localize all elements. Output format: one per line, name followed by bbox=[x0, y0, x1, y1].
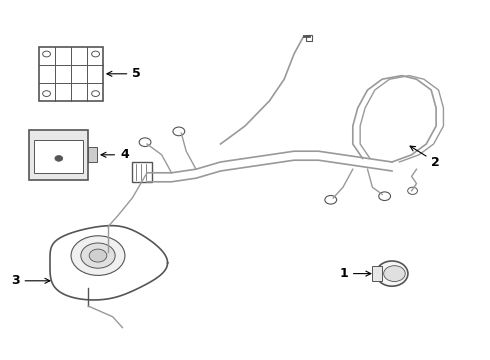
Bar bbox=[34, 140, 83, 173]
Circle shape bbox=[379, 192, 391, 201]
Circle shape bbox=[92, 91, 99, 96]
Text: 2: 2 bbox=[410, 146, 440, 168]
Circle shape bbox=[71, 236, 125, 275]
Circle shape bbox=[325, 195, 337, 204]
Circle shape bbox=[408, 187, 417, 194]
Bar bbox=[372, 266, 382, 281]
Circle shape bbox=[173, 127, 185, 136]
Bar bbox=[306, 35, 312, 41]
Circle shape bbox=[89, 249, 107, 262]
Ellipse shape bbox=[376, 261, 408, 286]
Circle shape bbox=[384, 266, 405, 282]
Circle shape bbox=[81, 243, 115, 268]
Bar bbox=[39, 47, 103, 101]
Circle shape bbox=[43, 91, 50, 96]
Bar bbox=[88, 147, 97, 162]
Circle shape bbox=[43, 51, 50, 57]
Text: 5: 5 bbox=[107, 67, 141, 80]
Text: 4: 4 bbox=[101, 148, 129, 161]
Text: 1: 1 bbox=[339, 267, 371, 280]
Circle shape bbox=[55, 156, 63, 161]
Bar bbox=[29, 130, 88, 180]
Bar bbox=[132, 162, 152, 182]
Circle shape bbox=[92, 51, 99, 57]
Text: 3: 3 bbox=[11, 274, 50, 287]
Circle shape bbox=[139, 138, 151, 147]
